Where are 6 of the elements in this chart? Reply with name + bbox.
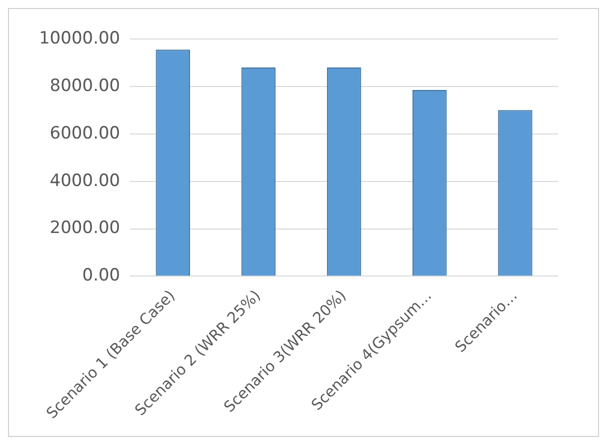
y-tick-label: 4000.00 [50, 170, 120, 191]
y-tick-label: 10000.00 [38, 28, 120, 48]
y-tick-label: 8000.00 [50, 76, 120, 96]
y-tick-label: 0.00 [82, 266, 120, 286]
y-tick-label: 6000.00 [50, 123, 120, 144]
y-tick-label: 2000.00 [50, 218, 120, 238]
